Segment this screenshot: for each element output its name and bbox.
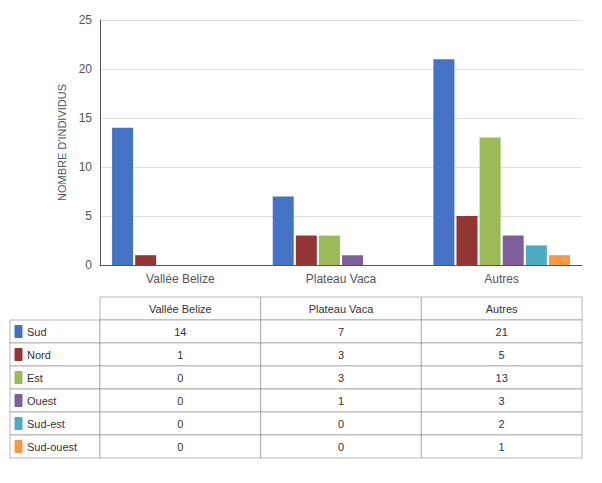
svg-text:14: 14 xyxy=(174,326,186,338)
svg-text:0: 0 xyxy=(177,372,183,384)
svg-text:Sud-ouest: Sud-ouest xyxy=(27,441,77,453)
svg-text:Est: Est xyxy=(27,372,43,384)
svg-text:3: 3 xyxy=(499,395,505,407)
svg-text:1: 1 xyxy=(338,395,344,407)
svg-text:NOMBRE D'INDIVIDUS: NOMBRE D'INDIVIDUS xyxy=(56,84,68,201)
svg-text:Sud-est: Sud-est xyxy=(27,418,65,430)
svg-text:Plateau Vaca: Plateau Vaca xyxy=(309,303,375,315)
svg-text:0: 0 xyxy=(177,395,183,407)
svg-text:1: 1 xyxy=(499,441,505,453)
svg-text:0: 0 xyxy=(177,418,183,430)
svg-text:7: 7 xyxy=(338,326,344,338)
svg-text:Autres: Autres xyxy=(484,272,519,286)
svg-text:Sud: Sud xyxy=(27,326,47,338)
svg-text:10: 10 xyxy=(79,160,93,174)
svg-text:Nord: Nord xyxy=(27,349,51,361)
svg-text:25: 25 xyxy=(79,13,93,27)
svg-text:15: 15 xyxy=(79,111,93,125)
svg-text:0: 0 xyxy=(338,441,344,453)
svg-text:0: 0 xyxy=(177,441,183,453)
svg-text:Ouest: Ouest xyxy=(27,395,56,407)
svg-text:Autres: Autres xyxy=(486,303,518,315)
svg-text:13: 13 xyxy=(496,372,508,384)
svg-text:5: 5 xyxy=(85,209,92,223)
svg-text:0: 0 xyxy=(85,258,92,272)
svg-text:5: 5 xyxy=(499,349,505,361)
svg-text:1: 1 xyxy=(177,349,183,361)
svg-text:Vallée Belize: Vallée Belize xyxy=(146,272,215,286)
svg-text:20: 20 xyxy=(79,62,93,76)
svg-text:2: 2 xyxy=(499,418,505,430)
svg-text:Vallée Belize: Vallée Belize xyxy=(149,303,212,315)
svg-text:3: 3 xyxy=(338,372,344,384)
svg-text:21: 21 xyxy=(496,326,508,338)
svg-text:0: 0 xyxy=(338,418,344,430)
svg-text:3: 3 xyxy=(338,349,344,361)
svg-text:Plateau Vaca: Plateau Vaca xyxy=(306,272,377,286)
